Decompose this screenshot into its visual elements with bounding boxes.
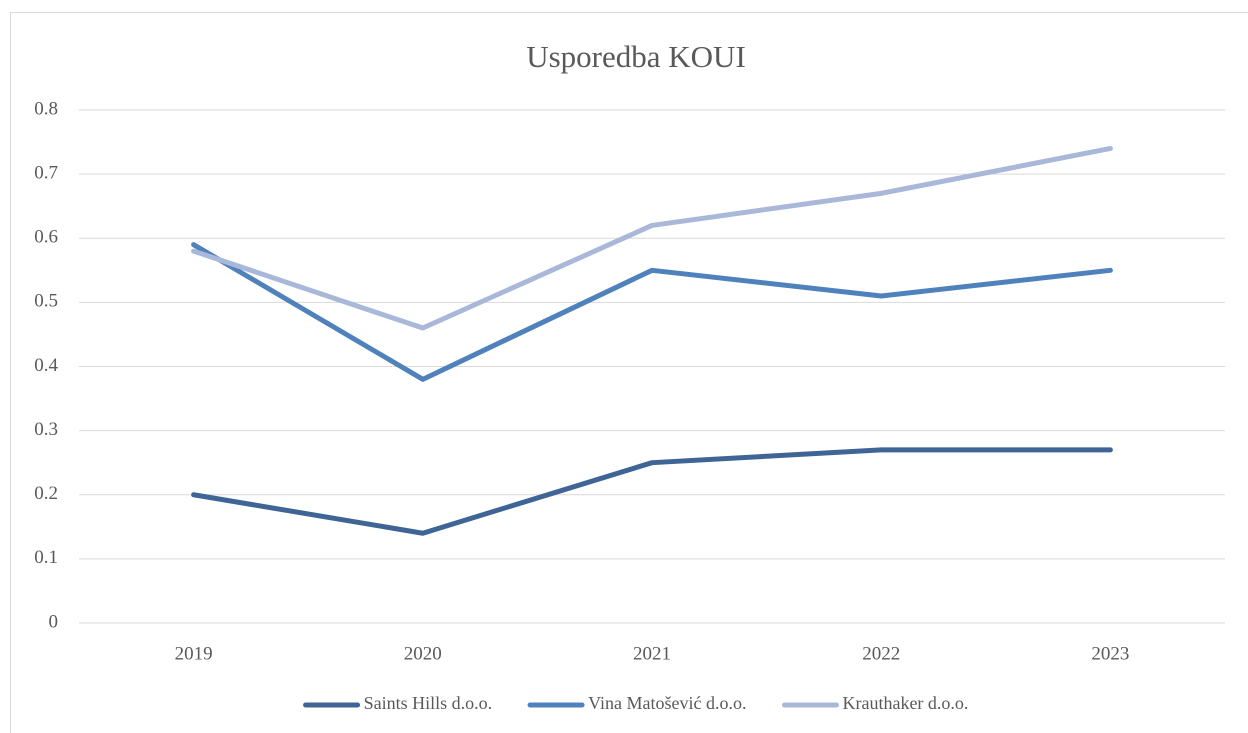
x-tick-label: 2019 — [175, 643, 213, 664]
y-tick-label: 0.2 — [34, 483, 58, 504]
y-tick-label: 0.5 — [34, 291, 58, 312]
x-tick-label: 2022 — [862, 643, 900, 664]
chart-border — [10, 12, 1248, 733]
series-line — [191, 242, 1113, 382]
legend-label: Saints Hills d.o.o. — [364, 693, 493, 713]
x-tick-label: 2023 — [1091, 643, 1129, 664]
legend-label: Krauthaker d.o.o. — [842, 693, 968, 713]
y-tick-label: 0.1 — [34, 547, 58, 568]
y-tick-label: 0.7 — [34, 162, 58, 183]
y-tick-label: 0.6 — [34, 227, 58, 248]
y-tick-label: 0 — [49, 611, 59, 632]
series-line — [191, 447, 1113, 536]
chart-title: Usporedba KOUI — [526, 39, 746, 74]
y-tick-label: 0.4 — [34, 355, 58, 376]
x-tick-label: 2021 — [633, 643, 671, 664]
y-tick-label: 0.8 — [34, 98, 58, 119]
y-tick-label: 0.3 — [34, 419, 58, 440]
legend-label: Vina Matošević d.o.o. — [588, 693, 746, 713]
x-tick-label: 2020 — [404, 643, 442, 664]
series-line — [191, 145, 1113, 331]
